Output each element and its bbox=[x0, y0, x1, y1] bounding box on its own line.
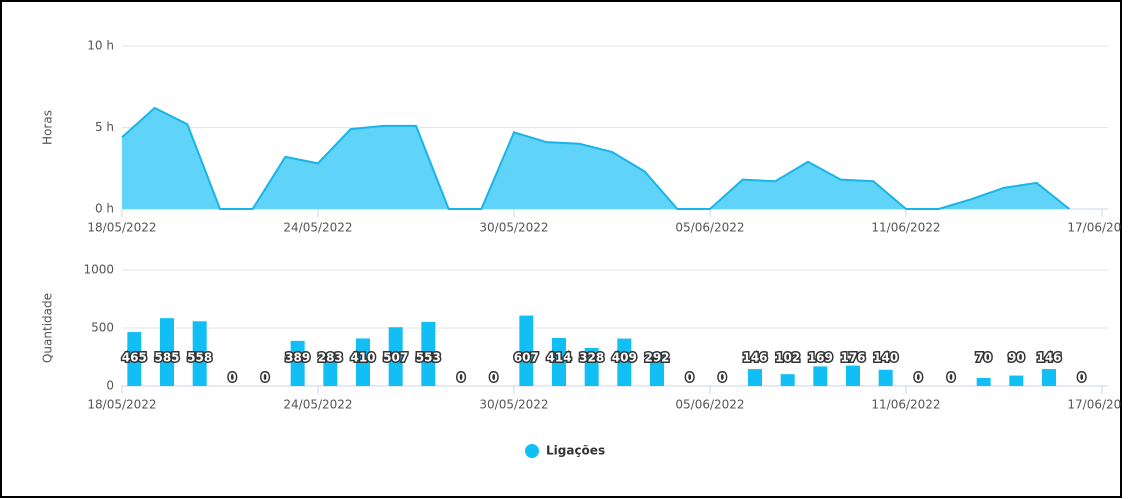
x-tick-label: 05/06/2022 bbox=[675, 398, 744, 412]
area bbox=[122, 107, 1070, 209]
data-label: 558 bbox=[187, 351, 212, 365]
bar bbox=[617, 338, 632, 386]
data-label: 607 bbox=[514, 351, 539, 365]
y-tick-label: 1000 bbox=[83, 263, 114, 277]
data-label: 102 bbox=[775, 351, 800, 365]
data-label: 414 bbox=[546, 351, 571, 365]
data-label: 90 bbox=[1008, 351, 1025, 365]
bar bbox=[976, 377, 991, 386]
data-label: 0 bbox=[914, 371, 922, 385]
data-label: 465 bbox=[122, 351, 147, 365]
data-label: 140 bbox=[873, 351, 898, 365]
bar bbox=[878, 369, 893, 386]
data-label: 328 bbox=[579, 351, 604, 365]
x-tick-label: 18/05/2022 bbox=[87, 398, 156, 412]
bar bbox=[192, 321, 207, 386]
data-label: 389 bbox=[285, 351, 310, 365]
data-label: 70 bbox=[975, 351, 992, 365]
bar bbox=[584, 347, 599, 386]
bar bbox=[813, 366, 828, 386]
x-tick-label: 30/05/2022 bbox=[479, 221, 548, 235]
data-label: 0 bbox=[261, 371, 269, 385]
bar bbox=[421, 321, 436, 386]
y-tick-label: 10 h bbox=[87, 39, 114, 53]
data-label: 0 bbox=[947, 371, 955, 385]
bar bbox=[356, 338, 370, 386]
bar bbox=[160, 318, 174, 386]
data-label: 283 bbox=[318, 351, 343, 365]
bar bbox=[780, 374, 795, 386]
bar bbox=[846, 365, 860, 386]
y-tick-label: 500 bbox=[91, 321, 114, 335]
data-label: 0 bbox=[457, 371, 465, 385]
data-label: 409 bbox=[612, 351, 637, 365]
bar bbox=[552, 337, 566, 386]
y-tick-label: 5 h bbox=[95, 120, 114, 134]
bar bbox=[1009, 375, 1024, 386]
bar bbox=[388, 327, 403, 386]
data-label: 146 bbox=[742, 351, 767, 365]
x-tick-label: 24/05/2022 bbox=[283, 398, 352, 412]
data-label: 0 bbox=[1077, 371, 1085, 385]
y-tick-label: 0 h bbox=[95, 202, 114, 216]
bar bbox=[323, 353, 338, 386]
data-label: 169 bbox=[808, 351, 833, 365]
bar bbox=[290, 340, 305, 386]
y-tick-label: 0 bbox=[106, 379, 114, 393]
data-label: 146 bbox=[1036, 351, 1061, 365]
data-label: 176 bbox=[840, 351, 865, 365]
legend-label: Ligações bbox=[546, 444, 605, 458]
x-tick-label: 17/06/2022 bbox=[1067, 398, 1122, 412]
data-label: 0 bbox=[718, 371, 726, 385]
bar bbox=[127, 332, 142, 386]
y-axis-title: Horas bbox=[41, 110, 55, 145]
legend-swatch bbox=[525, 444, 539, 458]
data-label: 0 bbox=[489, 371, 497, 385]
x-tick-label: 17/06/2022 bbox=[1067, 221, 1122, 235]
data-label: 553 bbox=[416, 351, 441, 365]
y-axis-title: Quantidade bbox=[41, 293, 55, 363]
x-tick-label: 30/05/2022 bbox=[479, 398, 548, 412]
bar bbox=[519, 315, 534, 386]
data-label: 585 bbox=[154, 351, 179, 365]
line bbox=[121, 106, 1070, 210]
bar bbox=[1042, 369, 1056, 386]
x-tick-label: 11/06/2022 bbox=[871, 221, 940, 235]
bar bbox=[748, 369, 762, 386]
data-label: 292 bbox=[644, 351, 669, 365]
data-label: 410 bbox=[350, 351, 375, 365]
data-label: 0 bbox=[685, 371, 693, 385]
bar bbox=[650, 352, 664, 386]
x-tick-label: 18/05/2022 bbox=[87, 221, 156, 235]
data-label: 0 bbox=[228, 371, 236, 385]
x-tick-label: 11/06/2022 bbox=[871, 398, 940, 412]
x-tick-label: 05/06/2022 bbox=[675, 221, 744, 235]
x-tick-label: 24/05/2022 bbox=[283, 221, 352, 235]
data-label: 507 bbox=[383, 351, 408, 365]
